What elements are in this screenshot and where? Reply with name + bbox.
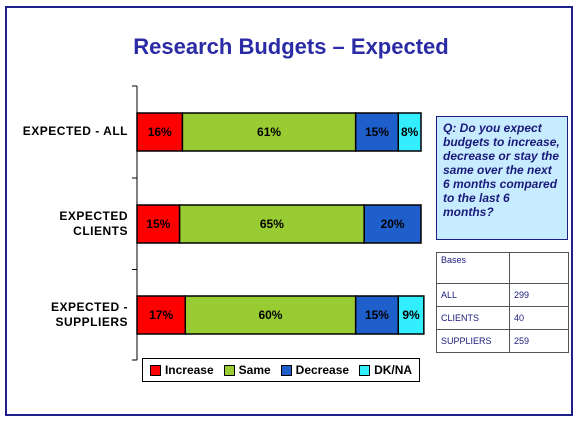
- data-label: 61%: [257, 125, 281, 139]
- bases-value: 299: [509, 283, 569, 307]
- bar-segment-dk-na: [397, 112, 422, 152]
- category-label-all: EXPECTED - ALL: [22, 124, 128, 138]
- bases-table: Bases ALL 299 CLIENTS 40 SUPPLIERS 259: [436, 252, 569, 353]
- bar-segment-same: [184, 295, 357, 335]
- bases-value: 259: [509, 329, 569, 353]
- table-row: ALL 299: [436, 283, 569, 307]
- bases-value: 40: [509, 306, 569, 330]
- legend-swatch: [149, 364, 161, 376]
- legend-swatch: [359, 364, 371, 376]
- bar-segment-same: [178, 204, 365, 244]
- category-label-clients: EXPECTED CLIENTS: [59, 209, 128, 238]
- data-label: 60%: [258, 308, 282, 322]
- data-label: 16%: [148, 125, 172, 139]
- data-label: 17%: [149, 308, 173, 322]
- data-label: 15%: [365, 308, 389, 322]
- question-box: Q: Do you expect budgets to increase, de…: [436, 116, 568, 240]
- legend-item-dkna: DK/NA: [359, 363, 412, 377]
- data-label: 20%: [381, 217, 405, 231]
- data-label: 15%: [146, 217, 170, 231]
- data-label: 65%: [260, 217, 284, 231]
- legend-label: Decrease: [295, 363, 350, 377]
- legend-item-increase: Increase: [149, 363, 214, 377]
- bar-segment-increase: [136, 112, 184, 152]
- legend-label: Increase: [164, 363, 214, 377]
- bases-header-row: Bases: [436, 252, 569, 284]
- bar-segment-decrease: [354, 112, 400, 152]
- legend-swatch: [280, 364, 292, 376]
- bases-label: SUPPLIERS: [436, 329, 510, 353]
- legend-item-same: Same: [223, 363, 271, 377]
- data-label: 9%: [402, 308, 420, 322]
- legend-item-decrease: Decrease: [280, 363, 350, 377]
- bases-header: Bases: [436, 252, 510, 284]
- chart-title: Research Budgets – Expected: [133, 34, 449, 59]
- category-label-suppliers: EXPECTED - SUPPLIERS: [50, 300, 128, 329]
- legend-swatch: [223, 364, 235, 376]
- table-row: SUPPLIERS 259: [436, 329, 569, 353]
- bar-segment-decrease: [363, 204, 422, 244]
- table-row: CLIENTS 40: [436, 306, 569, 330]
- chart-legend: Increase Same Decrease DK/NA: [142, 358, 420, 382]
- bases-header-value: [509, 252, 569, 284]
- data-label: 15%: [365, 125, 389, 139]
- bases-label: ALL: [436, 283, 510, 307]
- data-label: 8%: [401, 125, 419, 139]
- bar-segment-dk-na: [397, 295, 425, 335]
- bases-label: CLIENTS: [436, 306, 510, 330]
- legend-label: DK/NA: [374, 363, 413, 377]
- legend-label: Same: [238, 363, 271, 377]
